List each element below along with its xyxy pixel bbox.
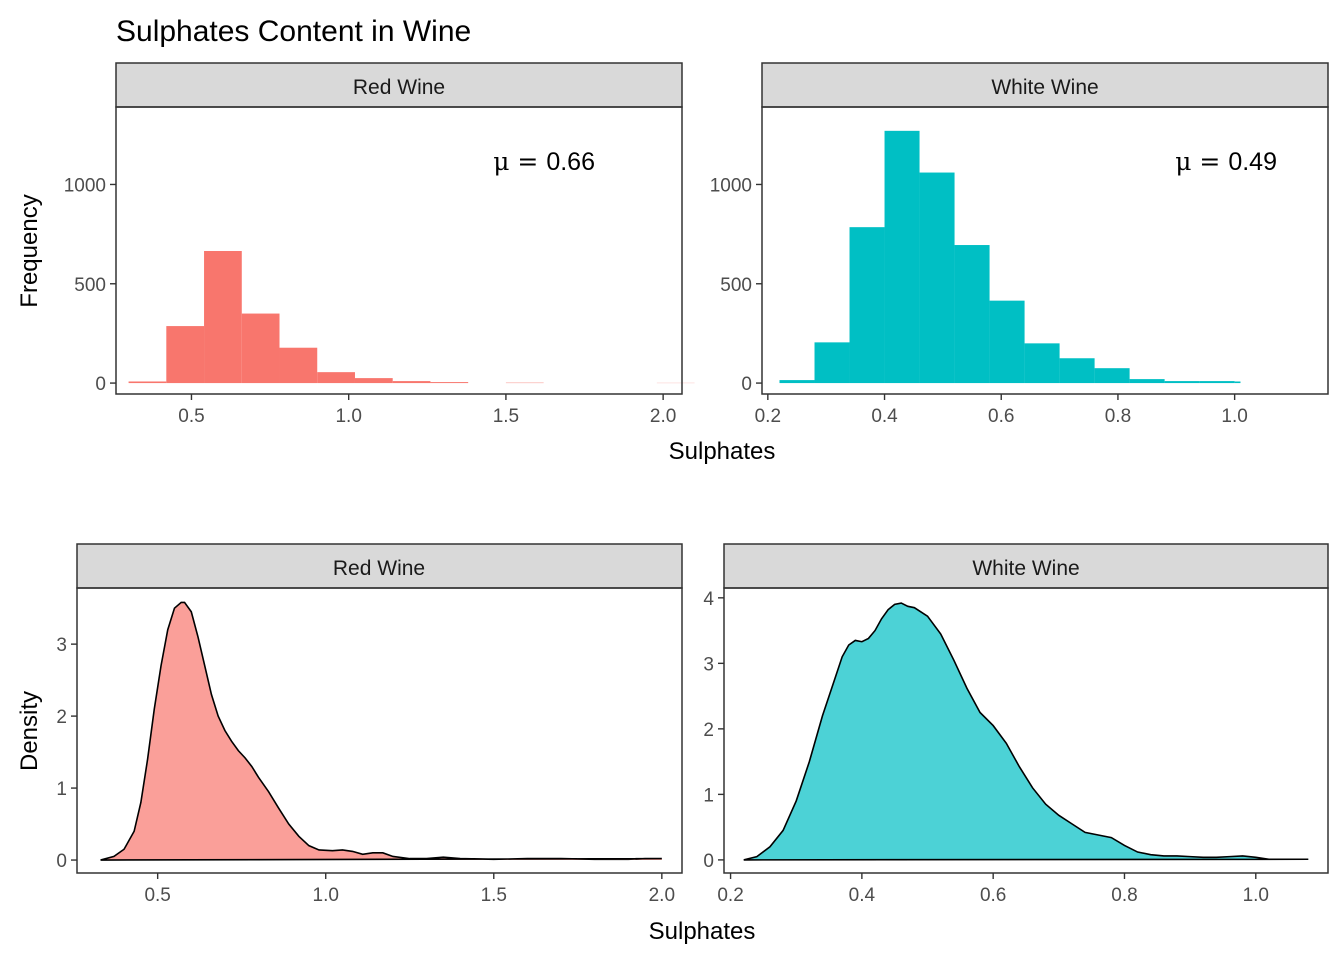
y-tick-label: 3: [56, 635, 67, 656]
mu-value: 0.66: [546, 148, 595, 176]
x-tick-label: 0.6: [980, 885, 1006, 906]
histogram-bar: [954, 245, 990, 384]
x-tick-label: 0.8: [1111, 885, 1137, 906]
x-tick-label: 1.0: [1243, 885, 1269, 906]
density-area: [743, 603, 1309, 860]
strip-background: [115, 62, 683, 108]
histogram-bar: [814, 342, 850, 384]
histogram-bar: [1129, 379, 1165, 384]
histogram-bar: [1024, 343, 1060, 384]
x-tick-label: 1.5: [493, 406, 519, 427]
y-tick-label: 1: [703, 785, 714, 806]
strip-label: White Wine: [972, 557, 1079, 580]
histogram-bar: [1164, 381, 1200, 384]
panel-bottom-white: White Wine 0.2 0.4 0.6 0.8 1.0 0 1 2 3 4: [703, 543, 1329, 906]
density-plot: 0.5 1.0 1.5 2.0 0 1 2 3: [56, 601, 675, 906]
panel-bottom-red: Red Wine 0.5 1.0 1.5 2.0 0 1 2 3: [56, 543, 683, 906]
panel-top-white: White Wine 0.2 0.4 0.6 0.8 1.0 0 500 1000 μ = 0…: [710, 62, 1329, 427]
x-tick-label: 0.6: [988, 406, 1014, 427]
figure-title: Sulphates Content in Wine: [116, 15, 471, 48]
histogram-bar: [779, 380, 815, 384]
x-tick-label: 0.8: [1105, 406, 1131, 427]
histogram-bar: [1094, 368, 1130, 384]
y-tick-label: 1000: [710, 175, 752, 196]
y-tick-label: 0: [95, 374, 106, 395]
panel-border: [115, 106, 683, 395]
panel-top-red: Red Wine 0.5 1.0 1.5 2.0 0 500 1000 μ = 0.66: [64, 62, 695, 427]
y-tick-label: 2: [56, 707, 67, 728]
x-tick-label: 0.2: [755, 406, 781, 427]
histogram-bar: [128, 381, 167, 384]
y-tick-label: 3: [703, 654, 714, 675]
histogram-bar: [989, 300, 1025, 384]
x-tick-label: 1.5: [481, 885, 507, 906]
x-tick-label: 0.4: [849, 885, 876, 906]
strip-background: [761, 62, 1329, 108]
mean-annotation: μ = 0.66: [493, 147, 595, 176]
density-area: [100, 602, 662, 861]
mu-symbol: μ: [1175, 147, 1191, 176]
histogram-bar: [279, 347, 318, 384]
histogram-bar: [919, 172, 955, 384]
mu-value: 0.49: [1228, 148, 1277, 176]
density-plot: 0.2 0.4 0.6 0.8 1.0 0 1 2 3 4: [703, 589, 1309, 906]
histogram-bar: [317, 372, 355, 384]
x-tick-label: 0.4: [871, 406, 898, 427]
y-tick-label: 0: [56, 851, 67, 872]
x-tick-label: 1.0: [1221, 406, 1247, 427]
histogram-bar: [430, 382, 469, 384]
histogram-bar: [392, 381, 431, 384]
panel-border: [76, 587, 683, 874]
histogram-bar: [884, 130, 920, 384]
mu-equals: =: [1191, 147, 1228, 176]
x-tick-label: 2.0: [650, 406, 676, 427]
x-tick-label: 0.5: [144, 885, 170, 906]
y-tick-label: 0: [741, 374, 752, 395]
y-tick-label: 2: [703, 720, 714, 741]
x-tick-label: 0.2: [717, 885, 743, 906]
histogram-bar: [849, 227, 885, 384]
histogram-plot: 0.2 0.4 0.6 0.8 1.0 0 500 1000: [710, 130, 1248, 427]
top-y-axis-title: Frequency: [16, 194, 43, 307]
histogram-bar: [166, 326, 205, 384]
strip-label: White Wine: [991, 76, 1098, 99]
histogram-bar: [1059, 358, 1095, 384]
histogram-plot: 0.5 1.0 1.5 2.0 0 500 1000: [64, 175, 695, 427]
x-tick-label: 2.0: [649, 885, 675, 906]
mean-annotation: μ = 0.49: [1175, 147, 1277, 176]
histogram-bar: [1234, 381, 1241, 384]
y-tick-label: 500: [74, 275, 106, 296]
top-x-axis-title: Sulphates: [669, 438, 776, 465]
histogram-bar: [1199, 381, 1235, 384]
y-tick-label: 1: [56, 779, 67, 800]
strip-label: Red Wine: [353, 76, 445, 99]
histogram-bar: [204, 250, 242, 384]
density-line: [743, 602, 1309, 861]
y-tick-label: 4: [703, 589, 714, 610]
histogram-bar: [241, 313, 280, 384]
y-tick-label: 500: [720, 275, 752, 296]
x-tick-label: 1.0: [313, 885, 339, 906]
mu-symbol: μ: [493, 147, 509, 176]
y-tick-label: 0: [703, 851, 714, 872]
density-line: [100, 601, 662, 861]
bottom-x-axis-title: Sulphates: [649, 918, 756, 945]
bottom-y-axis-title: Density: [16, 691, 43, 771]
strip-label: Red Wine: [333, 557, 425, 580]
panel-border: [761, 106, 1329, 395]
mu-equals: =: [509, 147, 546, 176]
panel-border: [723, 587, 1329, 874]
histogram-bar: [354, 378, 393, 384]
y-tick-label: 1000: [64, 175, 106, 196]
x-tick-label: 0.5: [178, 406, 204, 427]
x-tick-label: 1.0: [335, 406, 361, 427]
